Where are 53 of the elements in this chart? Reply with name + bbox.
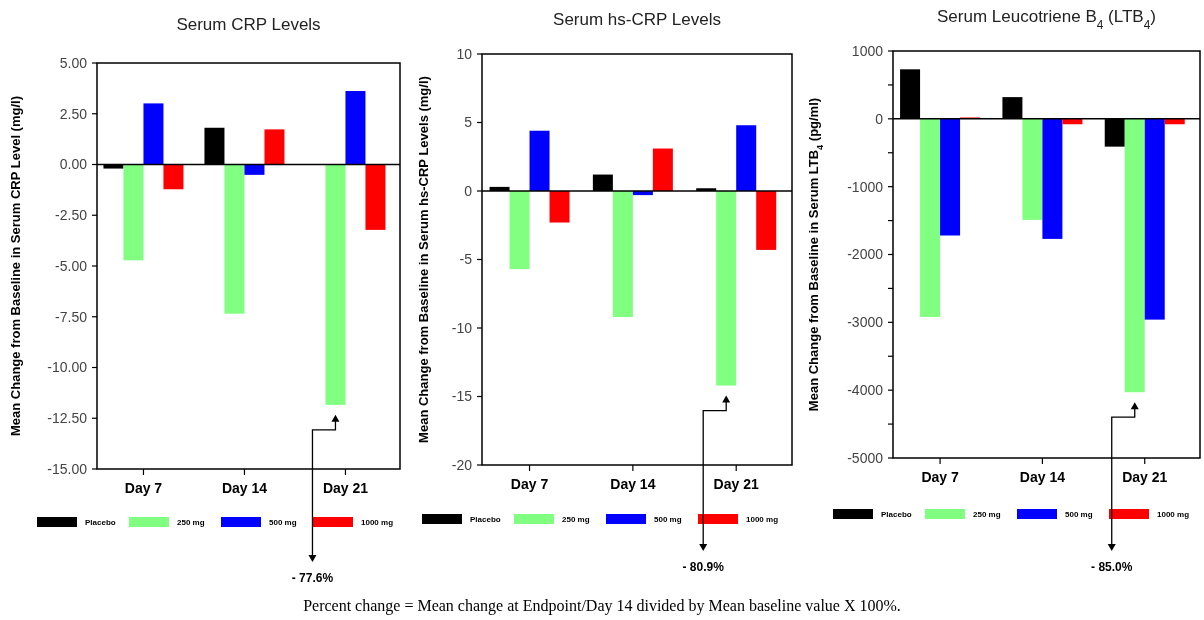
y-tick-label: -2000 [847,246,884,263]
y-tick-label: -10.00 [47,359,88,376]
y-tick-label: 5.00 [59,54,88,71]
y-tick-label: -15.00 [47,460,88,477]
x-tick-label: Day 21 [1122,469,1168,485]
y-axis-title: Mean Change from Baseline in Serum CRP Level (mg/l) [8,95,23,437]
x-tick-label: Day 21 [713,476,759,492]
y-tick-label: -3000 [847,314,884,331]
chart-title: Serum CRP Levels [176,15,321,34]
legend-label: 1000 mg [1157,509,1190,519]
legend-label: 500 mg [654,514,682,524]
y-tick-label: -12.50 [47,410,88,427]
legend-label: 250 mg [562,514,590,524]
y-tick-label: -15 [451,388,473,405]
legend-label: 500 mg [1065,509,1093,519]
legend-label: 1000 mg [746,514,779,524]
text: - 77.6% [291,571,334,585]
x-tick-label: Day 14 [610,476,656,492]
y-tick-label: -10 [451,319,473,336]
y-tick-label: -20 [451,456,473,473]
x-tick-label: Day 7 [510,476,549,492]
text: Percent change = Mean change at Endpoint/Day 14 divided by Mean baseline value X 100%. [303,597,901,615]
legend-label: Placebo [470,514,501,524]
legend-label: 250 mg [973,509,1001,519]
y-tick-label: 0 [875,110,884,127]
y-tick-label: -4000 [847,382,884,399]
legend-label: 500 mg [269,517,297,527]
x-tick-label: Day 7 [921,469,959,485]
y-tick-label: 1000 [851,42,884,59]
x-tick-label: Day 21 [322,480,369,496]
y-tick-label: -7.50 [55,308,88,325]
y-tick-label: 0 [464,182,473,199]
y-tick-label: -5 [459,251,473,268]
y-tick-label: -5000 [847,449,884,466]
chart-title: Serum Leucotriene B$_{4}$ (LTB$_{4}$) [937,7,1156,32]
y-tick-label: 0.00 [59,156,88,173]
legend-label: Placebo [881,509,912,519]
x-tick-label: Day 14 [1019,469,1066,485]
x-tick-label: Day 7 [124,480,163,496]
x-tick-label: Day 14 [221,480,268,496]
text: - 80.9% [682,560,725,574]
y-tick-label: -1000 [847,178,884,195]
y-tick-label: -2.50 [55,207,88,224]
y-tick-label: -5.00 [55,257,88,274]
legend-label: Placebo [85,517,116,527]
text: - 85.0% [1091,560,1133,574]
legend-label: 250 mg [177,517,205,527]
chart-title: Serum hs-CRP Levels [553,10,721,29]
y-tick-label: 5 [464,114,473,131]
y-tick-label: 2.50 [59,105,88,122]
y-axis-title: Mean Change from Baseline in Serum hs-CRP Levels (mg/l) [416,76,431,443]
y-tick-label: 10 [456,45,473,62]
legend-label: 1000 mg [361,517,394,527]
